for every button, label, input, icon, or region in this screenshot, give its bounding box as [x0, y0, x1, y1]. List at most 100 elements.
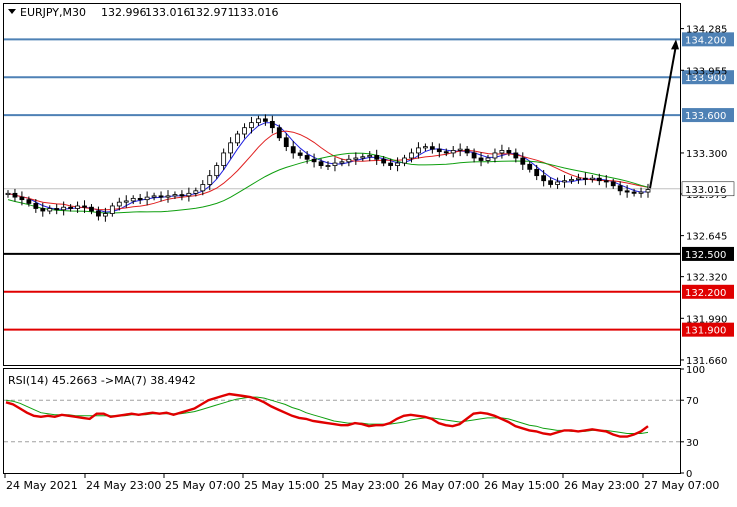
candle-body: [75, 205, 80, 209]
candle-body: [102, 213, 108, 217]
candle-body: [19, 196, 25, 201]
indicator-panel-frame: [3, 368, 681, 474]
candle-body: [144, 196, 150, 201]
candle-body: [165, 195, 171, 198]
candle-body: [443, 151, 449, 154]
ohlc-close: 133.016: [233, 6, 279, 19]
candle-body: [33, 203, 39, 209]
candle-body: [631, 191, 637, 194]
time-axis: 24 May 2021 24 May 23:00 25 May 07:00 25 Ma…: [4, 474, 719, 492]
candle-body: [603, 180, 609, 183]
rsi-tick-label: 70: [686, 396, 699, 407]
candle-body: [116, 201, 122, 207]
candle-body: [388, 162, 394, 166]
level-label-box: [682, 284, 734, 299]
candle-body: [450, 150, 456, 154]
candle-body: [485, 157, 491, 161]
candle-body: [214, 165, 220, 177]
candle-body: [207, 175, 213, 185]
candle-body: [562, 180, 567, 183]
forecast-arrow: [649, 39, 679, 189]
time-label: 25 May 23:00: [324, 479, 399, 492]
candle-body: [82, 205, 87, 208]
candle-body: [158, 195, 164, 198]
level-label: 132.500: [685, 250, 726, 261]
candle-body: [464, 148, 470, 154]
time-label: 25 May 15:00: [244, 479, 319, 492]
candle-body: [457, 148, 463, 151]
candle-body: [520, 157, 526, 165]
candle-body: [151, 195, 157, 198]
candle-body: [311, 158, 317, 163]
time-label: 27 May 07:00: [644, 479, 719, 492]
candle-body: [541, 175, 547, 182]
candle-body: [318, 161, 324, 166]
candle-body: [12, 192, 18, 198]
level-label: 133.900: [685, 73, 726, 84]
candle-body: [96, 210, 101, 217]
candle-body: [61, 206, 67, 211]
price-tick-label: 132.320: [686, 273, 727, 284]
price-panel-frame: [3, 3, 681, 366]
candle-body: [617, 185, 623, 192]
candle-body: [5, 192, 11, 195]
level-label: 134.200: [685, 35, 726, 46]
candle-body: [249, 122, 254, 129]
time-label: 26 May 23:00: [564, 479, 639, 492]
candle-body: [221, 152, 227, 166]
time-label: 26 May 07:00: [404, 479, 479, 492]
rsi-tick-label: 100: [686, 365, 705, 376]
ohlc-open: 132.996: [101, 6, 147, 19]
candle-body: [555, 181, 560, 185]
level-label-box: [682, 70, 734, 85]
candle-body: [26, 199, 32, 204]
price-tick-label: 133.955: [686, 66, 727, 77]
rsi-tick-label: 30: [686, 438, 699, 449]
price-axis: 134.285133.955133.300132.975132.645132.3…: [680, 25, 735, 367]
candle-body: [360, 156, 366, 159]
candle-body: [402, 157, 407, 164]
candle-body: [416, 147, 421, 154]
candle-body: [276, 127, 282, 139]
candle-body: [325, 165, 331, 167]
candle-body: [130, 197, 136, 202]
candle-body: [68, 206, 74, 209]
rsi-line: [5, 392, 649, 438]
candle-body: [534, 168, 540, 177]
ohlc-low: 132.971: [189, 6, 235, 19]
horizontal-levels: 134.200 133.900 133.600 132.500 132.200 131.9…: [4, 32, 734, 337]
candle-body: [645, 189, 651, 193]
level-label-box: [682, 108, 734, 123]
current-price-label: 133.016: [685, 185, 726, 196]
current-price-box: [681, 181, 735, 197]
candle-body: [179, 194, 185, 197]
level-label-box: [682, 246, 734, 261]
candle-body: [395, 162, 400, 166]
price-tick-label: 134.285: [686, 25, 727, 36]
candle-body: [429, 146, 435, 150]
candle-body: [242, 127, 247, 135]
candle-body: [339, 161, 345, 164]
candle-body: [353, 157, 359, 160]
ohlc-high: 133.016: [145, 6, 191, 19]
price-tick-label: 131.660: [686, 356, 727, 367]
candle-body: [89, 206, 94, 212]
candle-body: [548, 180, 554, 185]
dropdown-triangle-icon[interactable]: [8, 9, 16, 14]
time-label: 25 May 07:00: [165, 479, 240, 492]
rsi-indicator: 100 70 30 0: [4, 365, 705, 480]
candle-body: [193, 190, 199, 194]
forecast-arrow-head: [671, 39, 679, 50]
level-label-box: [682, 32, 734, 47]
candle-body: [409, 152, 414, 159]
candle-body: [283, 137, 289, 148]
rsi-header: RSI(14) 45.2663 ->MA(7) 38.4942: [8, 374, 196, 387]
candle-body: [235, 133, 240, 144]
candle-body: [269, 120, 275, 129]
candle-body: [492, 152, 498, 159]
time-label: 26 May 15:00: [484, 479, 559, 492]
price-tick-label: 132.645: [686, 232, 727, 243]
candle-body: [172, 194, 178, 197]
candle-body: [186, 192, 192, 197]
rsi-tick-label: 0: [686, 469, 692, 480]
